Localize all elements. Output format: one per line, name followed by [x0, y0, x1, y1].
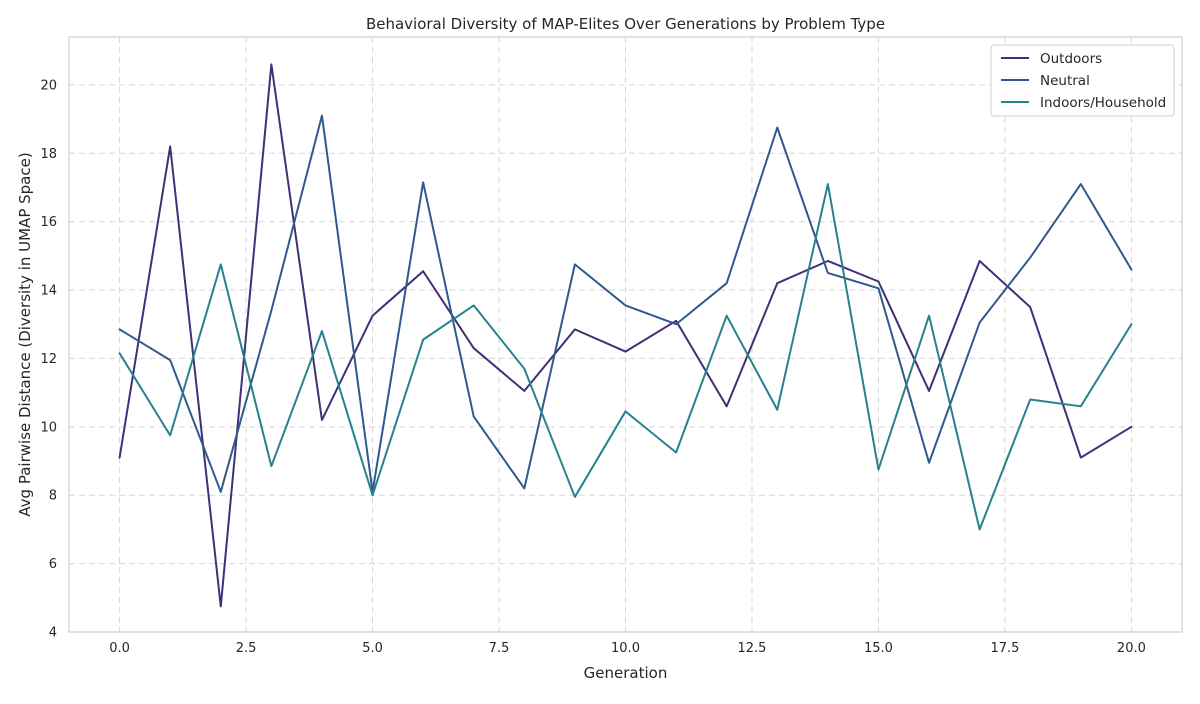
y-tick-label: 18 — [40, 147, 57, 162]
legend-label-outdoors: Outdoors — [1040, 51, 1102, 67]
x-tick-label: 7.5 — [489, 641, 510, 656]
x-tick-label: 5.0 — [362, 641, 383, 656]
grid — [69, 37, 1182, 633]
x-tick-label: 0.0 — [109, 641, 130, 656]
y-tick-label: 20 — [40, 78, 57, 93]
x-tick-label: 15.0 — [864, 641, 893, 656]
legend-label-indoors-household: Indoors/Household — [1040, 95, 1166, 111]
legend: Outdoors Neutral Indoors/Household — [990, 44, 1175, 117]
y-tick-label: 10 — [40, 420, 57, 435]
legend-box — [990, 44, 1175, 117]
x-tick-label: 2.5 — [236, 641, 257, 656]
y-tick-label: 8 — [49, 489, 57, 504]
y-axis-label: Avg Pairwise Distance (Diversity in UMAP… — [16, 152, 34, 516]
plot-frame — [68, 36, 1183, 633]
series-group — [118, 63, 1133, 608]
chart-title: Behavioral Diversity of MAP-Elites Over … — [366, 15, 885, 33]
y-tick-label: 14 — [40, 284, 57, 299]
y-tick-label: 12 — [40, 352, 57, 367]
x-axis-label: Generation — [584, 664, 668, 682]
x-tick-label: 10.0 — [611, 641, 640, 656]
y-tick-label: 16 — [40, 215, 57, 230]
y-axis-ticks: 4 6 8 10 12 14 16 18 20 — [40, 78, 57, 640]
series-line-neutral — [118, 114, 1133, 493]
x-axis-ticks: 0.0 2.5 5.0 7.5 10.0 12.5 15.0 17.5 20.0 — [109, 641, 1146, 656]
x-tick-label: 17.5 — [990, 641, 1019, 656]
x-tick-label: 12.5 — [738, 641, 767, 656]
legend-label-neutral: Neutral — [1040, 73, 1090, 89]
x-tick-label: 20.0 — [1117, 641, 1146, 656]
y-tick-label: 4 — [49, 626, 57, 641]
y-tick-label: 6 — [49, 557, 57, 572]
series-line-outdoors — [118, 63, 1133, 608]
series-line-indoors-household — [118, 183, 1133, 531]
